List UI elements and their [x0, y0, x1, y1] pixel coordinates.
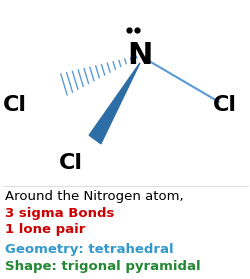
Text: Shape: trigonal pyramidal: Shape: trigonal pyramidal: [5, 260, 200, 273]
Text: N: N: [127, 41, 153, 70]
Text: Geometry: tetrahedral: Geometry: tetrahedral: [5, 243, 173, 256]
Polygon shape: [89, 63, 140, 144]
Text: 1 lone pair: 1 lone pair: [5, 223, 86, 236]
Text: Cl: Cl: [59, 153, 83, 173]
Text: Cl: Cl: [212, 95, 236, 115]
Text: Around the Nitrogen atom,: Around the Nitrogen atom,: [5, 190, 184, 203]
Text: Cl: Cl: [2, 95, 26, 115]
Text: 3 sigma Bonds: 3 sigma Bonds: [5, 207, 114, 220]
